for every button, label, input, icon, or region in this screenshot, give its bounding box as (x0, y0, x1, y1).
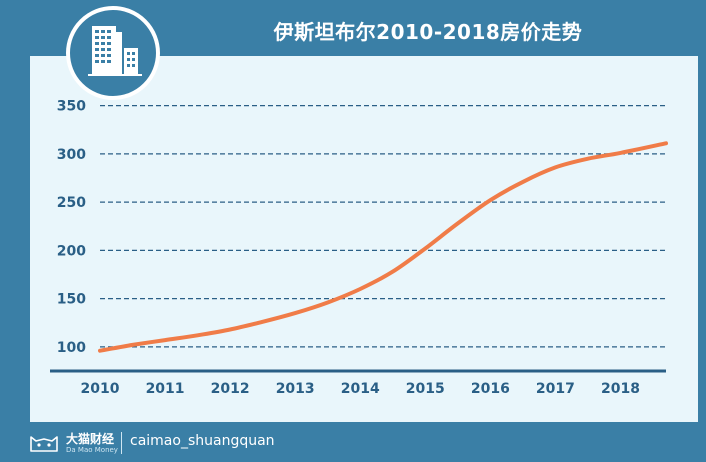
brand-name: 大猫财经 (66, 432, 115, 446)
building-icon (88, 26, 142, 76)
series-line-0 (98, 141, 668, 353)
x-tick-label: 2010 (81, 381, 120, 397)
brand-name-en: Da Mao Money (66, 446, 118, 454)
x-tick-label: 2011 (146, 381, 185, 397)
account-handle: caimao_shuangquan (130, 433, 275, 449)
chart-panel: 100 150 200 250 300 350 2010 2011 2012 2013 2014 20… (30, 56, 698, 422)
y-tick-label: 100 (57, 340, 86, 356)
logo-badge (66, 6, 160, 100)
x-tick-label: 2012 (211, 381, 250, 397)
y-tick-label: 250 (57, 195, 86, 211)
y-tick-label: 150 (57, 292, 86, 308)
x-tick-label: 2018 (601, 381, 640, 397)
line-chart: 100 150 200 250 300 350 2010 2011 2012 2013 2014 20… (50, 99, 668, 397)
footer-divider (121, 432, 122, 454)
y-tick-label: 350 (57, 99, 86, 115)
cat-icon (30, 436, 58, 452)
x-tick-label: 2016 (471, 381, 510, 397)
footer: 大猫财经 Da Mao Money caimao_shuangquan (0, 422, 706, 462)
y-tick-label: 200 (57, 243, 86, 259)
x-tick-label: 2017 (536, 381, 575, 397)
page-title: 伊斯坦布尔2010-2018房价走势 (273, 20, 583, 44)
y-tick-label: 300 (57, 147, 86, 163)
x-tick-label: 2013 (276, 381, 315, 397)
x-tick-label: 2015 (406, 381, 445, 397)
title-bar: 伊斯坦布尔2010-2018房价走势 (0, 0, 706, 64)
x-tick-label: 2014 (341, 381, 380, 397)
